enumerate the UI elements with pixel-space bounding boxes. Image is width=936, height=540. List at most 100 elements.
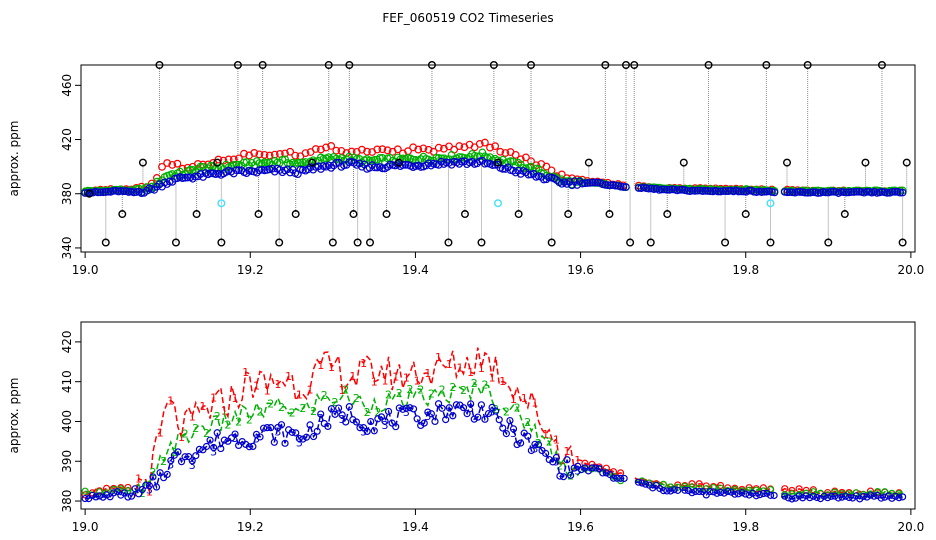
series-label-glyph: 3 bbox=[467, 402, 474, 415]
data-point bbox=[245, 443, 253, 451]
data-point bbox=[81, 494, 89, 503]
series-label-glyph: 1 bbox=[446, 358, 453, 371]
data-point bbox=[809, 492, 817, 500]
data-point bbox=[698, 187, 707, 195]
spike-point bbox=[564, 210, 573, 219]
series-label-glyph: 1 bbox=[424, 367, 431, 380]
data-point bbox=[662, 185, 671, 194]
data-point bbox=[895, 494, 903, 502]
data-point bbox=[809, 488, 817, 496]
data-point bbox=[720, 489, 728, 497]
data-point bbox=[601, 180, 610, 189]
data-point bbox=[327, 405, 336, 413]
data-point bbox=[424, 408, 432, 416]
data-point bbox=[475, 140, 484, 148]
data-point bbox=[277, 421, 286, 429]
data-point bbox=[142, 481, 150, 489]
plot-frame bbox=[80, 321, 916, 510]
data-point bbox=[113, 487, 121, 496]
data-point bbox=[232, 166, 241, 175]
series-label-glyph: 2 bbox=[310, 405, 317, 418]
data-point bbox=[409, 155, 418, 164]
data-point bbox=[511, 150, 520, 159]
series-label-glyph: 1 bbox=[189, 410, 196, 423]
series-label-glyph: 1 bbox=[296, 388, 303, 401]
data-point bbox=[398, 161, 407, 169]
spike-point bbox=[349, 210, 358, 219]
spike-point bbox=[721, 238, 730, 247]
data-point bbox=[152, 182, 161, 191]
series-2-line bbox=[84, 381, 903, 496]
data-point bbox=[568, 181, 576, 190]
data-point bbox=[855, 187, 863, 196]
data-point bbox=[621, 183, 630, 191]
spike-point bbox=[118, 210, 127, 219]
series-label-glyph: 1 bbox=[274, 378, 281, 391]
series-label-glyph: 1 bbox=[242, 366, 249, 379]
data-point bbox=[852, 187, 861, 196]
data-point bbox=[695, 480, 703, 488]
data-point bbox=[645, 479, 653, 487]
series-label-glyph: 3 bbox=[253, 432, 260, 445]
data-point bbox=[395, 404, 403, 412]
series-label-glyph: 1 bbox=[328, 361, 335, 374]
spike-point bbox=[741, 210, 750, 219]
data-point bbox=[552, 453, 560, 462]
data-point bbox=[373, 145, 382, 154]
y-tick-label: 390 bbox=[60, 450, 74, 473]
series-label-glyph: 1 bbox=[285, 370, 292, 383]
x-tick-label: 20.0 bbox=[898, 520, 925, 534]
data-point bbox=[675, 185, 684, 194]
data-point bbox=[737, 187, 746, 196]
series-label-glyph: 3 bbox=[553, 455, 560, 468]
data-point bbox=[844, 188, 853, 197]
spike-point bbox=[213, 158, 222, 167]
data-point bbox=[132, 188, 141, 196]
data-point bbox=[101, 188, 110, 196]
data-point bbox=[802, 492, 810, 500]
data-point bbox=[413, 415, 421, 423]
series-label-glyph: 3 bbox=[360, 426, 367, 439]
data-point bbox=[703, 187, 712, 195]
data-point bbox=[409, 405, 418, 413]
series-1-line bbox=[84, 347, 903, 498]
y-tick-label: 420 bbox=[60, 128, 74, 151]
data-point bbox=[891, 187, 899, 196]
data-point bbox=[663, 487, 671, 495]
plot-frame bbox=[80, 64, 916, 253]
series-label-glyph: 2 bbox=[149, 466, 156, 479]
series-label-glyph: 3 bbox=[531, 442, 538, 455]
data-point bbox=[691, 487, 700, 496]
spike-point bbox=[646, 238, 655, 247]
data-point bbox=[129, 188, 138, 197]
data-point bbox=[378, 164, 387, 173]
data-point bbox=[155, 180, 164, 189]
data-point bbox=[135, 490, 143, 498]
data-point bbox=[434, 400, 443, 408]
spike-point bbox=[766, 238, 775, 247]
data-point bbox=[580, 179, 589, 188]
data-point bbox=[110, 485, 118, 494]
spike-point bbox=[427, 61, 436, 70]
data-point bbox=[498, 164, 507, 173]
data-point bbox=[393, 145, 402, 154]
series-label-glyph: 3 bbox=[189, 459, 196, 472]
spike-point bbox=[308, 158, 317, 167]
data-point bbox=[449, 412, 457, 420]
spike-point bbox=[444, 238, 453, 247]
data-point bbox=[709, 488, 718, 496]
data-point bbox=[881, 493, 889, 501]
data-point bbox=[459, 404, 468, 412]
data-point bbox=[263, 424, 271, 432]
data-point bbox=[850, 188, 858, 196]
data-point bbox=[592, 464, 600, 472]
data-point bbox=[899, 493, 907, 501]
data-point bbox=[192, 452, 200, 460]
data-point bbox=[381, 417, 389, 425]
spike-point bbox=[824, 238, 833, 247]
data-point bbox=[719, 187, 728, 195]
data-point bbox=[163, 180, 172, 188]
data-point bbox=[666, 487, 675, 495]
data-point bbox=[611, 181, 620, 190]
